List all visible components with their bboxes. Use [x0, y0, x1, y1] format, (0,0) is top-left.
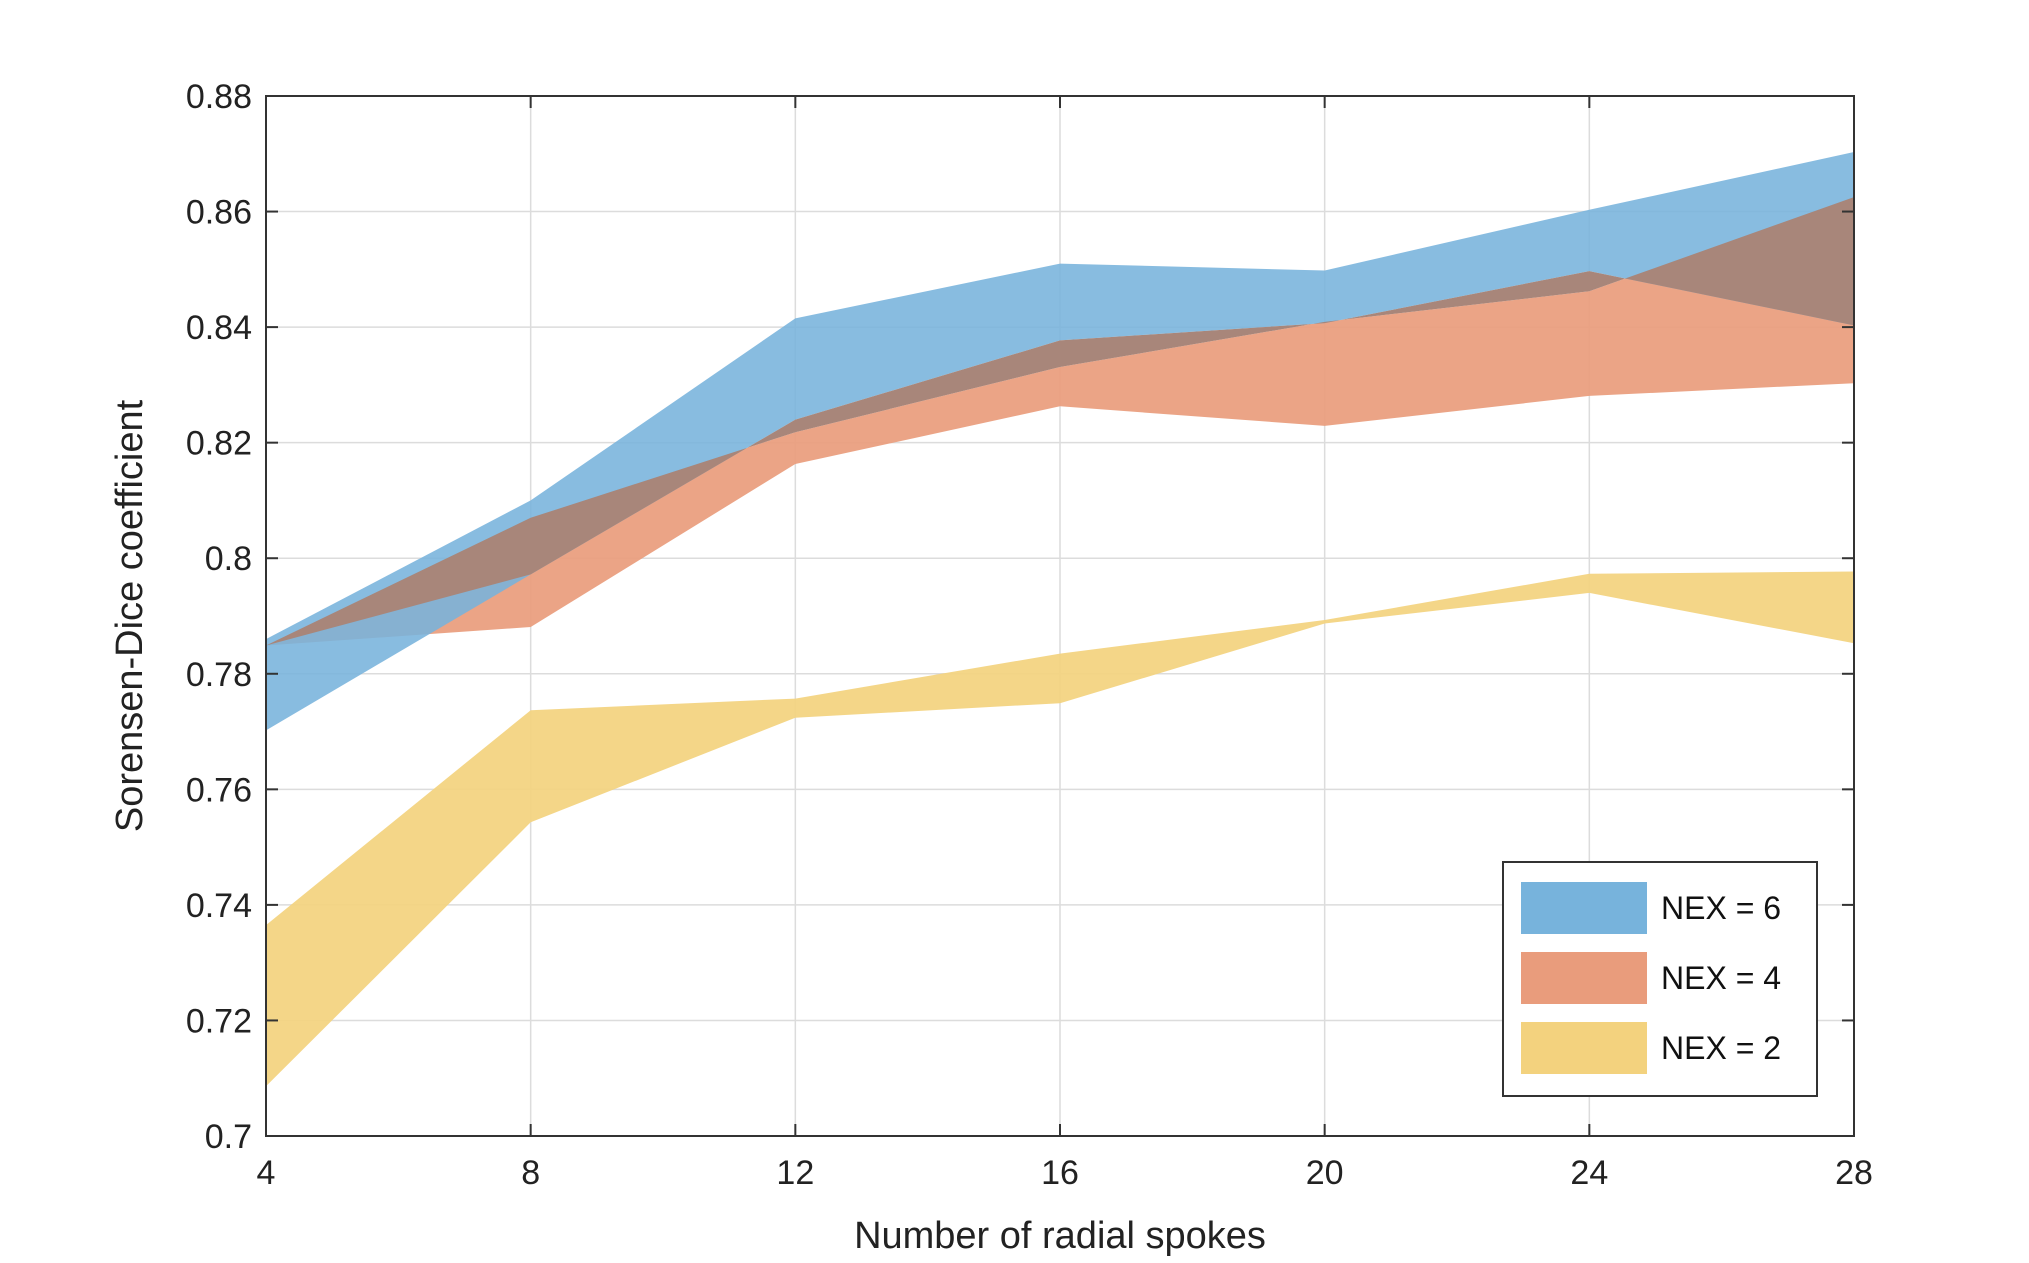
legend-swatch	[1521, 882, 1647, 934]
x-tick-label: 4	[257, 1154, 276, 1192]
legend-label: NEX = 4	[1661, 960, 1781, 996]
x-tick-label: 20	[1306, 1154, 1344, 1192]
band-overlap-nex-6-nex-4	[266, 197, 1854, 646]
y-tick-label: 0.72	[186, 1002, 252, 1040]
x-tick-label: 12	[776, 1154, 814, 1192]
legend-label: NEX = 2	[1661, 1030, 1781, 1066]
y-axis-title: Sorensen-Dice coefficient	[109, 399, 151, 832]
y-tick-label: 0.88	[186, 78, 252, 116]
x-tick-label: 24	[1570, 1154, 1608, 1192]
x-tick-label: 28	[1835, 1154, 1873, 1192]
legend-swatch	[1521, 952, 1647, 1004]
x-tick-label: 8	[521, 1154, 540, 1192]
y-tick-label: 0.8	[205, 540, 252, 578]
band-nex-2	[266, 571, 1854, 1087]
legend: NEX = 6 NEX = 4 NEX = 2	[1502, 861, 1818, 1097]
band-nex-4	[266, 197, 1854, 646]
y-tick-label: 0.7	[205, 1118, 252, 1156]
legend-label: NEX = 6	[1661, 890, 1781, 926]
band-nex-6	[266, 152, 1854, 731]
x-axis-title: Number of radial spokes	[854, 1215, 1266, 1257]
y-tick-label: 0.86	[186, 194, 252, 232]
x-tick-label: 16	[1041, 1154, 1079, 1192]
y-tick-label: 0.74	[186, 887, 252, 925]
y-tick-label: 0.84	[186, 309, 252, 347]
y-tick-label: 0.76	[186, 771, 252, 809]
legend-swatch	[1521, 1022, 1647, 1074]
y-tick-label: 0.82	[186, 425, 252, 463]
bands	[266, 152, 1854, 1087]
ticks	[265, 95, 1855, 1137]
tick-labels: 4 8 12 16 20 24 28 0.7 0.72 0.74 0.76 0.78 0.8 0.82 0.…	[186, 78, 1873, 1192]
y-tick-label: 0.78	[186, 656, 252, 694]
